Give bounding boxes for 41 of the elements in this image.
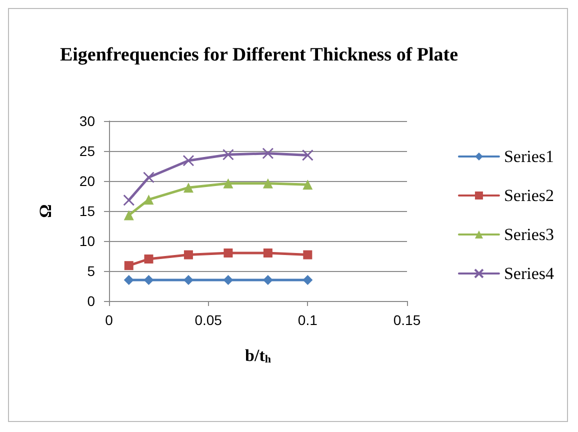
chart-title: Eigenfrequencies for Different Thickness of Plate [60, 44, 458, 66]
legend-label: Series2 [504, 186, 554, 205]
point [262, 275, 273, 285]
y-tick-label: 5 [87, 263, 96, 279]
y-tick-label: 20 [79, 173, 96, 189]
point [184, 250, 193, 260]
x-tick-label: 0.05 [194, 312, 222, 328]
point [144, 275, 154, 285]
point [124, 275, 134, 285]
point [182, 154, 194, 166]
point [262, 178, 273, 188]
point [124, 261, 134, 270]
point [142, 172, 154, 184]
point [302, 149, 314, 161]
y-tick-label: 25 [79, 143, 96, 159]
point [263, 248, 272, 258]
point [144, 254, 154, 264]
point [303, 250, 312, 260]
point [223, 275, 234, 285]
x-tick-label: 0.1 [298, 312, 318, 328]
x-tick-label: 0.15 [393, 312, 421, 328]
point [302, 180, 313, 190]
y-tick-label: 15 [79, 203, 96, 219]
y-tick-label: 30 [79, 113, 96, 129]
y-tick-label: 10 [79, 233, 96, 249]
y-tick-label: 0 [87, 293, 96, 309]
y-axis-title: Ω [36, 204, 55, 218]
point [183, 275, 194, 285]
legend-label: Series4 [504, 264, 554, 283]
point [123, 194, 135, 206]
point [262, 148, 274, 160]
x-tick-label: 0 [105, 312, 114, 328]
legend-label: Series3 [504, 225, 554, 244]
legend-label: Series1 [504, 147, 554, 166]
point [222, 148, 234, 160]
point [223, 178, 234, 188]
point [124, 210, 134, 220]
point [224, 248, 233, 258]
point [302, 275, 313, 285]
point [183, 182, 194, 193]
point [144, 194, 154, 205]
